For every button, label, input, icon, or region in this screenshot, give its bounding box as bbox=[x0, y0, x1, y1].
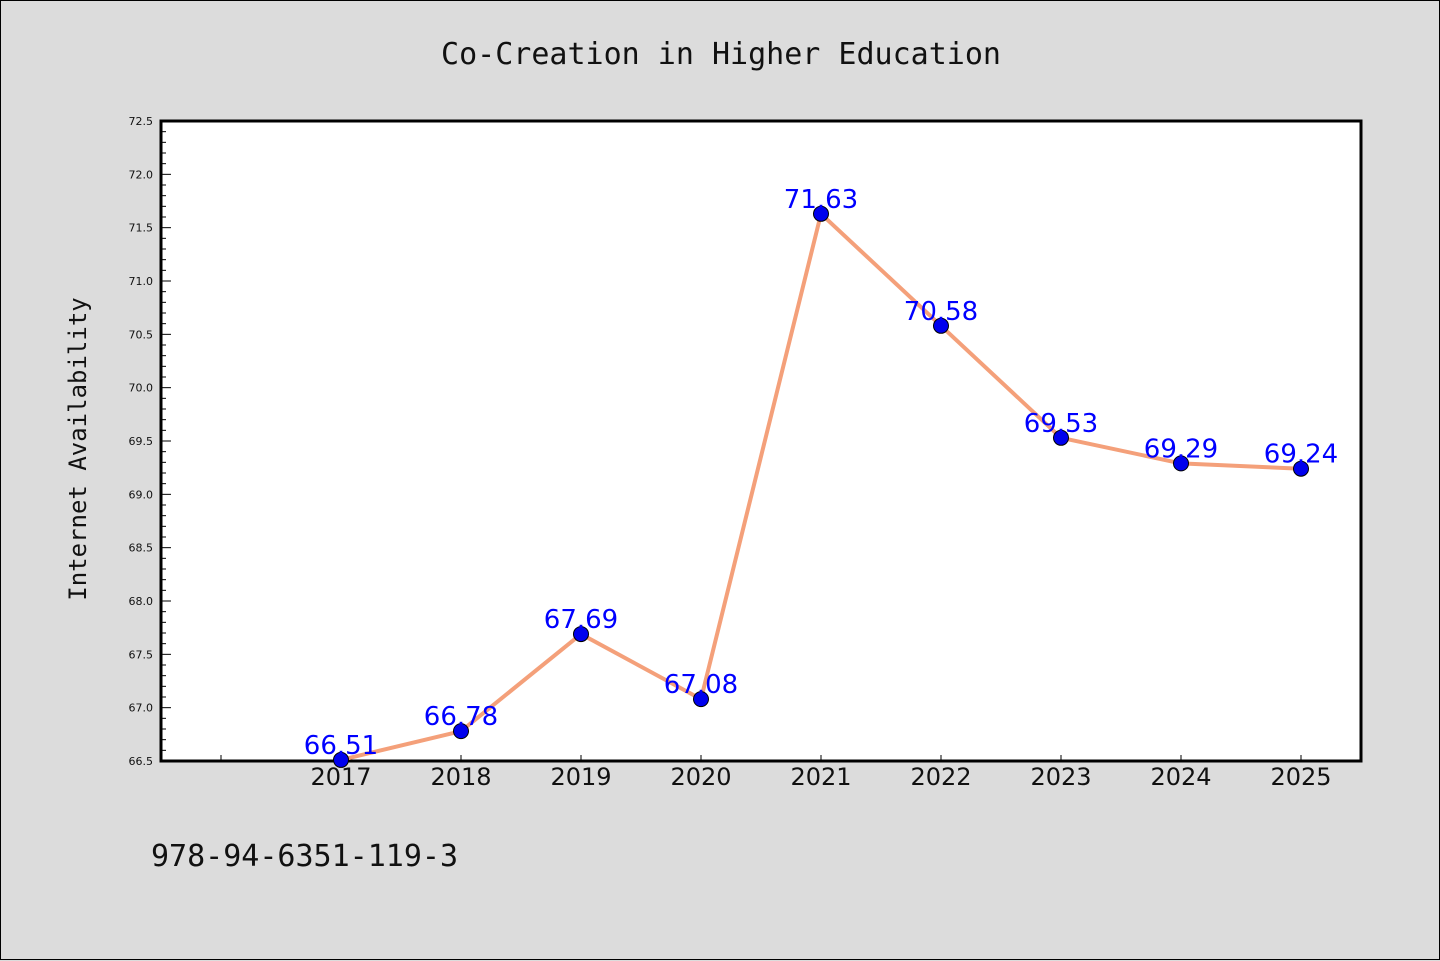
y-tick-label: 67.0 bbox=[129, 702, 154, 715]
data-point bbox=[573, 626, 589, 643]
y-tick-label: 72.0 bbox=[129, 168, 154, 181]
data-point bbox=[933, 317, 949, 334]
data-label: 67.08 bbox=[664, 670, 738, 700]
data-label: 69.29 bbox=[1144, 434, 1218, 464]
x-tick-label: 2021 bbox=[790, 763, 851, 791]
data-point bbox=[333, 751, 349, 768]
y-tick-label: 70.5 bbox=[129, 328, 154, 341]
plot-area bbox=[159, 119, 1363, 763]
y-tick-label: 69.0 bbox=[129, 488, 154, 501]
data-labels: 66.51 66.78 67.69 67.08 71.63 70.58 69.53 69.29… bbox=[304, 185, 1338, 761]
x-tick-label: 2024 bbox=[1150, 763, 1211, 791]
x-tick-label: 2019 bbox=[550, 763, 611, 791]
x-tick-label: 2023 bbox=[1030, 763, 1091, 791]
x-tick-label: 2022 bbox=[910, 763, 971, 791]
data-point bbox=[693, 691, 709, 708]
data-point bbox=[1173, 455, 1189, 472]
series-group bbox=[333, 205, 1309, 768]
data-label: 69.24 bbox=[1264, 440, 1338, 470]
y-tick-label: 67.5 bbox=[129, 648, 154, 661]
data-label: 66.78 bbox=[424, 702, 498, 732]
y-tick-label: 70.0 bbox=[129, 382, 154, 395]
data-label: 70.58 bbox=[904, 297, 978, 327]
y-tick-label: 71.5 bbox=[129, 222, 154, 235]
data-label: 67.69 bbox=[544, 605, 618, 635]
y-tick-label: 69.5 bbox=[129, 435, 154, 448]
y-tick-label: 68.5 bbox=[129, 542, 154, 555]
x-tick-label: 2020 bbox=[670, 763, 731, 791]
data-label: 66.51 bbox=[304, 731, 378, 761]
data-label: 69.53 bbox=[1024, 409, 1098, 439]
x-axis: 2017 2018 2019 2020 2021 2022 2023 2024 2025 bbox=[220, 755, 1332, 791]
chart-title: Co-Creation in Higher Education bbox=[441, 37, 1001, 72]
footer-isbn: 978-94-6351-119-3 bbox=[151, 839, 458, 874]
y-tick-label: 71.0 bbox=[129, 275, 154, 288]
x-tick-label: 2018 bbox=[430, 763, 491, 791]
x-tick-label: 2025 bbox=[1270, 763, 1331, 791]
data-point bbox=[813, 205, 829, 222]
y-axis-label: Internet Availability bbox=[64, 297, 92, 600]
data-label: 71.63 bbox=[784, 185, 858, 215]
y-tick-label: 68.0 bbox=[129, 595, 154, 608]
y-axis: 66.5 67.0 67.5 68.0 68.5 69.0 69.5 70.0 70.5 71.0… bbox=[129, 115, 171, 768]
data-point bbox=[1053, 429, 1069, 446]
y-tick-label: 72.5 bbox=[129, 115, 154, 128]
data-point bbox=[453, 723, 469, 740]
y-tick-label: 66.5 bbox=[129, 755, 154, 768]
data-point bbox=[1293, 460, 1309, 477]
